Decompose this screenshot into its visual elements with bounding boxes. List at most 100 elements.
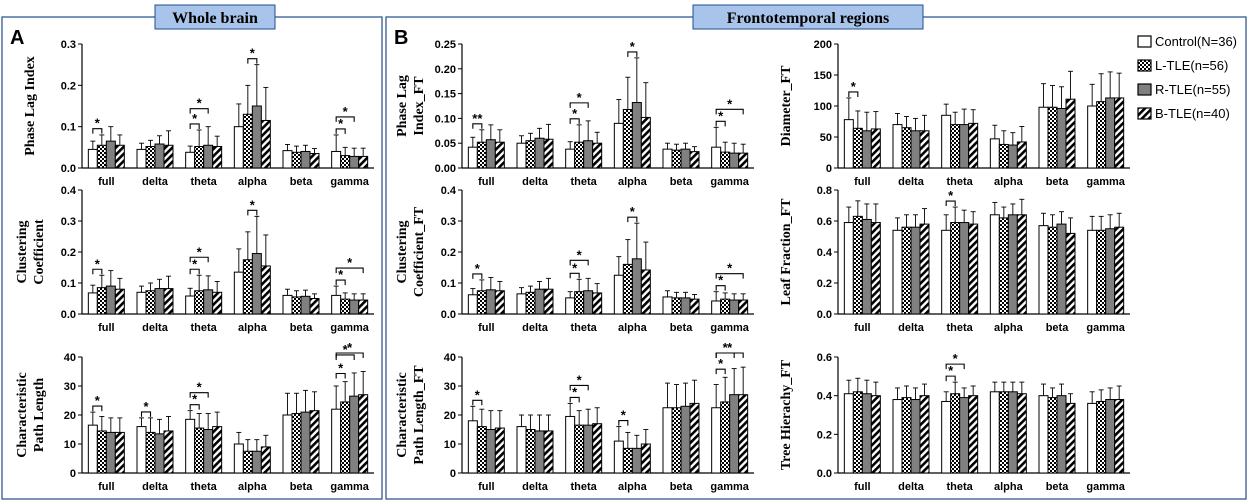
bar: [711, 407, 722, 474]
bar: [105, 285, 116, 315]
x-tick-label: gamma: [1086, 322, 1125, 334]
bar: [1105, 399, 1116, 474]
bar: [212, 291, 223, 315]
x-tick-label: delta: [898, 322, 925, 334]
bar: [870, 128, 881, 169]
y-tick-label: 0.2: [817, 278, 832, 290]
bar: [291, 413, 302, 474]
y-tick-label: 10: [64, 439, 76, 451]
x-tick-label: full: [854, 481, 871, 493]
y-axis-label-line: Phase Lag Index: [23, 56, 38, 156]
bar: [631, 102, 642, 169]
chart-a_cc: 0.0 0.1 0.2 0.3 0.4 full delta theta alpha beta ga…: [15, 185, 374, 334]
bar: [1016, 393, 1027, 474]
bar: [467, 146, 478, 169]
bar: [950, 124, 961, 169]
x-tick-label: delta: [898, 481, 925, 493]
bar: [622, 263, 633, 315]
bar: [640, 116, 651, 169]
legend-label: L-TLE(n=56): [1155, 58, 1228, 73]
y-tick-label: 0.20: [435, 64, 456, 76]
x-tick-label: delta: [522, 481, 549, 493]
chart-b_cc: 0.0 0.1 0.2 0.3 0.4 full delta theta alpha beta ga…: [395, 185, 754, 334]
significance-label: *: [727, 340, 733, 355]
significance-label: *: [718, 356, 724, 371]
bar: [494, 290, 505, 315]
bar: [689, 402, 700, 474]
significance-label: *: [851, 79, 857, 94]
significance-label: *: [197, 96, 203, 111]
significance-label: *: [95, 116, 101, 131]
x-tick-label: delta: [522, 176, 549, 188]
bar: [251, 105, 262, 169]
significance-label: *: [250, 197, 256, 212]
y-axis-label-line: Diameter_FT: [779, 65, 794, 147]
bar: [738, 152, 749, 169]
y-tick-label: 0.2: [817, 429, 832, 441]
significance-bracket: [618, 420, 629, 426]
y-axis-label-line: Leaf Fraction_FT: [779, 198, 794, 306]
bar: [613, 274, 624, 315]
y-axis-label-line: Tree Hierachy_FT: [779, 359, 794, 470]
significance-label: *: [475, 261, 481, 276]
x-tick-label: delta: [142, 481, 169, 493]
significance-bracket: [715, 108, 744, 115]
y-axis-label-line: Path Length_FT: [412, 365, 427, 465]
bar: [114, 431, 125, 474]
y-axis-label: Characteristic Path Length: [15, 372, 47, 458]
bar: [1087, 402, 1098, 474]
bar: [154, 288, 165, 315]
bar: [1016, 141, 1027, 169]
significance-bracket: [189, 404, 200, 410]
bar: [959, 397, 970, 474]
significance-label: *: [347, 340, 353, 355]
y-axis-label: Tree Hierachy_FT: [779, 359, 794, 470]
panel-b-letter: B: [394, 27, 408, 49]
y-axis-label: Diameter_FT: [779, 65, 794, 147]
bar: [843, 222, 854, 315]
bar: [1056, 395, 1067, 474]
y-tick-label: 20: [444, 410, 456, 422]
significance-label: *: [95, 393, 101, 408]
y-tick-label: 0.4: [441, 185, 457, 197]
bar: [968, 395, 979, 474]
bar: [901, 397, 912, 474]
bar: [525, 429, 536, 474]
significance-label: *: [723, 340, 729, 355]
bar: [331, 294, 342, 315]
bar: [494, 141, 505, 169]
significance-label: *: [572, 106, 578, 121]
bar: [671, 407, 682, 474]
bar: [233, 443, 244, 474]
panel-a-header-box: [154, 4, 276, 30]
bar: [720, 401, 731, 474]
significance-bracket: [189, 268, 200, 275]
y-tick-label: 30: [444, 381, 456, 393]
x-tick-label: gamma: [710, 322, 749, 334]
bar: [919, 395, 930, 474]
bar: [622, 447, 633, 474]
x-tick-label: theta: [191, 322, 218, 334]
y-tick-label: 40: [64, 352, 76, 364]
y-tick-label: 0.3: [61, 39, 76, 51]
bar: [358, 394, 369, 474]
bar: [998, 217, 1009, 315]
x-tick-label: gamma: [710, 176, 749, 188]
x-tick-label: theta: [571, 176, 598, 188]
significance-label: *: [192, 256, 198, 271]
bar: [640, 443, 651, 474]
significance-label: *: [953, 351, 959, 366]
x-tick-label: alpha: [618, 176, 648, 188]
bar: [631, 447, 642, 474]
y-tick-label: 0.15: [435, 89, 456, 101]
bar: [950, 222, 961, 315]
y-tick-label: 0.8: [817, 185, 832, 197]
bar: [87, 148, 98, 169]
x-tick-label: full: [478, 481, 495, 493]
bar: [1114, 399, 1125, 474]
bar: [941, 114, 952, 169]
y-axis-label-line: Characteristic: [15, 372, 30, 458]
y-tick-label: 0.1: [61, 122, 76, 134]
bar: [145, 290, 156, 315]
